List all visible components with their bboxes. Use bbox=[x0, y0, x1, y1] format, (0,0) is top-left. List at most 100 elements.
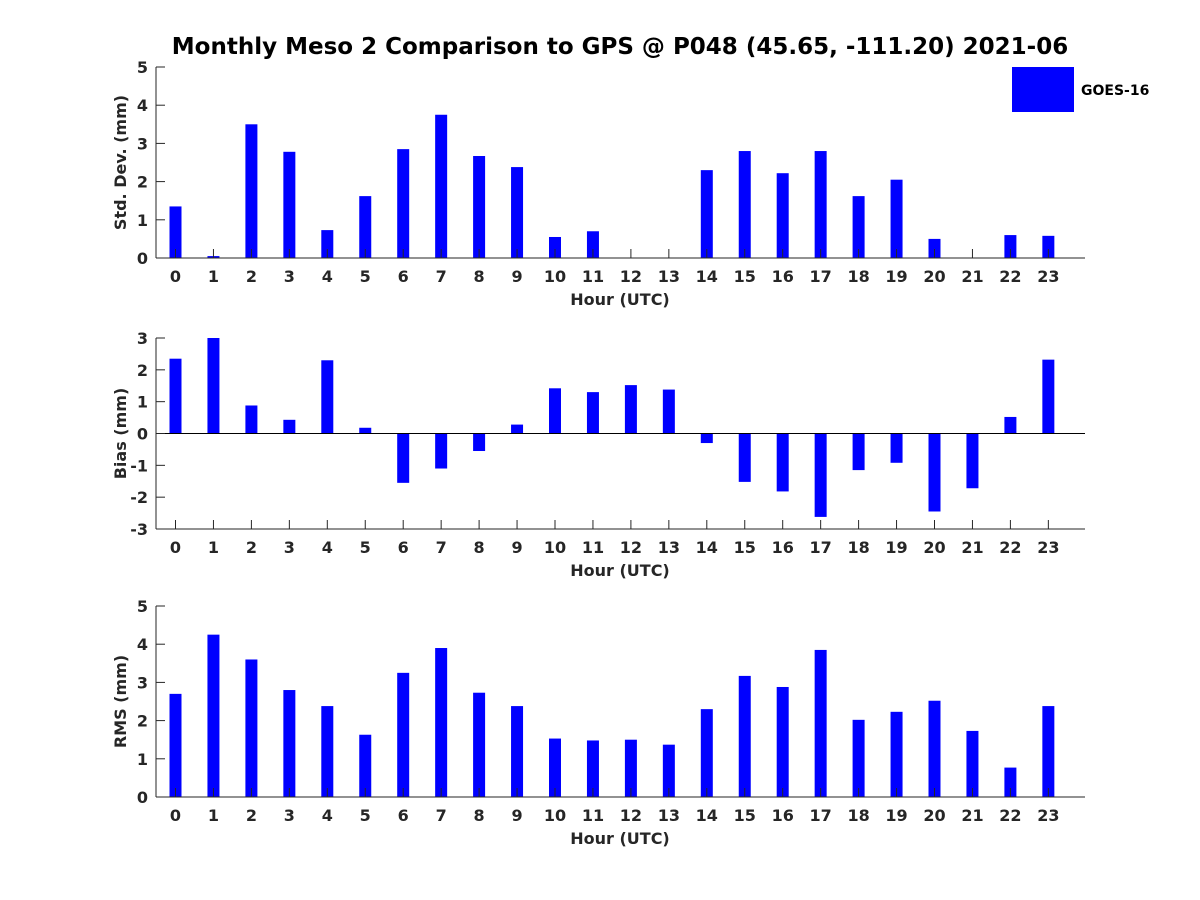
bar-hour-1 bbox=[207, 634, 220, 797]
bar-hour-9 bbox=[511, 167, 524, 258]
y-tick-label: 3 bbox=[137, 329, 148, 348]
bar-hour-6 bbox=[397, 672, 410, 797]
x-tick-label: 20 bbox=[923, 806, 945, 825]
y-tick-label: 2 bbox=[137, 361, 148, 380]
legend: GOES-16 bbox=[1012, 67, 1149, 112]
bar-hour-18 bbox=[852, 719, 865, 797]
y-tick-label: 2 bbox=[137, 173, 148, 192]
x-tick-label: 19 bbox=[885, 538, 907, 557]
y-tick-label: 0 bbox=[137, 249, 148, 268]
y-tick-label: 1 bbox=[137, 750, 148, 769]
x-tick-label: 0 bbox=[170, 538, 181, 557]
x-tick-label: 5 bbox=[360, 806, 371, 825]
bar-hour-19 bbox=[890, 179, 903, 258]
bar-hour-15 bbox=[738, 433, 751, 482]
y-tick-label: 3 bbox=[137, 673, 148, 692]
x-tick-label: 12 bbox=[620, 806, 642, 825]
x-tick-label: 5 bbox=[360, 538, 371, 557]
x-tick-label: 20 bbox=[923, 267, 945, 286]
x-tick-label: 3 bbox=[284, 267, 295, 286]
bar-hour-5 bbox=[359, 196, 372, 258]
y-axis-label: RMS (mm) bbox=[111, 655, 130, 748]
y-tick-label: 4 bbox=[137, 96, 148, 115]
x-tick-label: 11 bbox=[582, 538, 604, 557]
bar-hour-1 bbox=[207, 338, 220, 434]
x-tick-label: 8 bbox=[474, 806, 485, 825]
bar-hour-8 bbox=[473, 433, 486, 452]
bar-hour-8 bbox=[473, 156, 486, 258]
bar-hour-6 bbox=[397, 149, 410, 258]
bar-hour-17 bbox=[814, 433, 827, 517]
bar-hour-22 bbox=[1004, 235, 1017, 258]
x-tick-label: 3 bbox=[284, 806, 295, 825]
bar-hour-20 bbox=[928, 433, 941, 512]
x-tick-label: 12 bbox=[620, 267, 642, 286]
x-tick-label: 7 bbox=[436, 267, 447, 286]
x-tick-label: 5 bbox=[360, 267, 371, 286]
bar-hour-23 bbox=[1042, 235, 1055, 258]
x-tick-label: 9 bbox=[511, 806, 522, 825]
bar-hour-21 bbox=[966, 730, 979, 797]
x-tick-label: 7 bbox=[436, 538, 447, 557]
x-tick-label: 10 bbox=[544, 538, 566, 557]
bar-hour-10 bbox=[549, 738, 561, 797]
x-tick-label: 13 bbox=[658, 806, 680, 825]
y-tick-label: -2 bbox=[130, 488, 148, 507]
bar-hour-10 bbox=[549, 388, 561, 434]
x-tick-label: 4 bbox=[322, 267, 333, 286]
x-tick-label: 3 bbox=[284, 538, 295, 557]
bar-hour-7 bbox=[435, 648, 448, 797]
x-tick-label: 15 bbox=[734, 538, 756, 557]
x-tick-label: 8 bbox=[474, 267, 485, 286]
x-tick-label: 11 bbox=[582, 267, 604, 286]
bar-hour-2 bbox=[245, 124, 258, 258]
bar-hour-19 bbox=[890, 711, 903, 797]
bar-hour-3 bbox=[283, 690, 296, 797]
x-axis-label: Hour (UTC) bbox=[570, 829, 670, 848]
bar-hour-10 bbox=[549, 236, 561, 258]
x-tick-label: 15 bbox=[734, 806, 756, 825]
x-tick-label: 23 bbox=[1037, 267, 1059, 286]
bar-hour-0 bbox=[169, 693, 182, 797]
bar-hour-23 bbox=[1042, 706, 1055, 797]
bar-hour-13 bbox=[662, 389, 675, 434]
bar-hour-20 bbox=[928, 700, 941, 797]
bar-hour-18 bbox=[852, 196, 865, 258]
x-tick-label: 17 bbox=[810, 538, 832, 557]
x-tick-label: 16 bbox=[772, 806, 794, 825]
x-tick-label: 10 bbox=[544, 806, 566, 825]
y-tick-label: 1 bbox=[137, 393, 148, 412]
bar-hour-3 bbox=[283, 419, 296, 434]
bar-hour-19 bbox=[890, 433, 903, 463]
y-tick-label: 3 bbox=[137, 134, 148, 153]
bar-hour-12 bbox=[624, 739, 637, 797]
x-tick-label: 1 bbox=[208, 538, 219, 557]
x-tick-label: 17 bbox=[810, 806, 832, 825]
x-tick-label: 18 bbox=[847, 806, 869, 825]
bar-hour-20 bbox=[928, 238, 941, 258]
x-tick-label: 14 bbox=[696, 806, 718, 825]
x-tick-label: 0 bbox=[170, 806, 181, 825]
x-tick-label: 18 bbox=[847, 538, 869, 557]
bar-hour-6 bbox=[397, 433, 410, 483]
x-tick-label: 14 bbox=[696, 538, 718, 557]
y-tick-label: 2 bbox=[137, 712, 148, 731]
bar-hour-11 bbox=[586, 740, 599, 797]
x-tick-label: 18 bbox=[847, 267, 869, 286]
x-tick-label: 21 bbox=[961, 538, 983, 557]
x-tick-label: 20 bbox=[923, 538, 945, 557]
y-tick-label: -1 bbox=[130, 456, 148, 475]
y-tick-label: -3 bbox=[130, 520, 148, 539]
bar-hour-4 bbox=[321, 230, 334, 258]
bar-hour-9 bbox=[511, 424, 524, 434]
y-tick-label: 5 bbox=[137, 58, 148, 77]
x-tick-label: 22 bbox=[999, 538, 1021, 557]
bar-hour-15 bbox=[738, 151, 751, 258]
bar-hour-16 bbox=[776, 433, 789, 492]
bar-hour-16 bbox=[776, 686, 789, 797]
bar-hour-23 bbox=[1042, 359, 1055, 434]
x-tick-label: 23 bbox=[1037, 806, 1059, 825]
